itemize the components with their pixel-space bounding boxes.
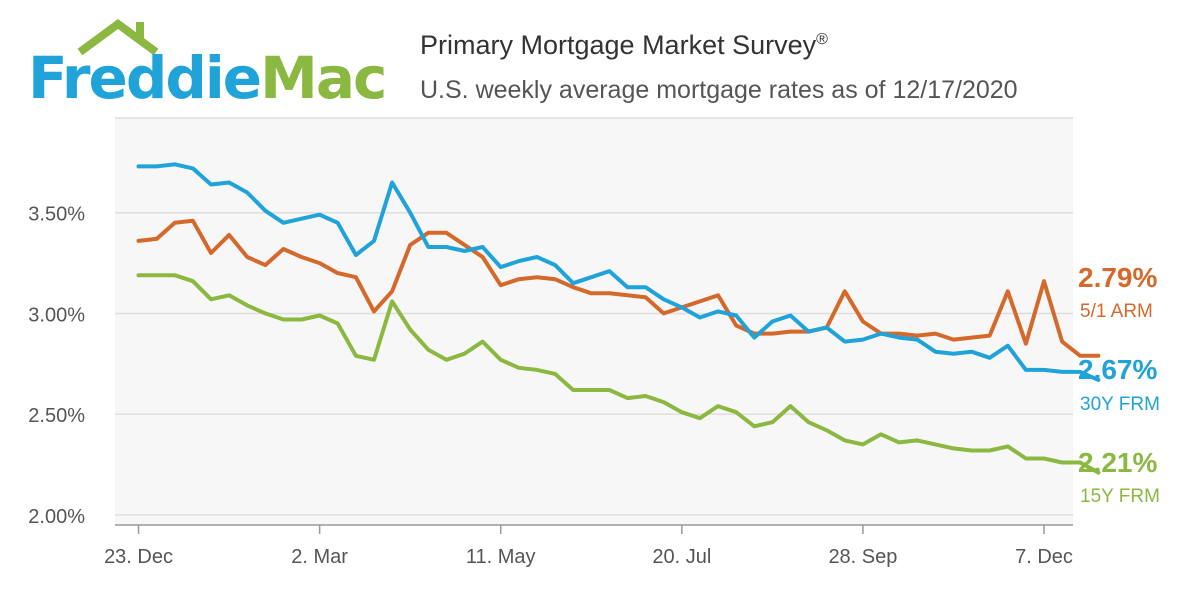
- series-line-15y-frm: [136, 273, 1101, 475]
- freddie-mac-logo: FreddieMac: [28, 19, 387, 108]
- x-tick-label: 20. Jul: [652, 546, 711, 568]
- end-name-30y-frm: 30Y FRM: [1080, 394, 1160, 415]
- plot-background: [115, 118, 1073, 525]
- logo-roof-icon: [77, 19, 159, 56]
- logo-chimney-icon: [136, 22, 144, 40]
- chart-subtitle: U.S. weekly average mortgage rates as of…: [420, 76, 1018, 104]
- x-tick-label: 11. May: [466, 546, 536, 568]
- title-text: Primary Mortgage Market Survey: [420, 30, 817, 60]
- series-lines: [136, 162, 1101, 475]
- end-value-30y-frm: 2.67%: [1078, 354, 1157, 385]
- end-name-15y-frm: 15Y FRM: [1080, 486, 1160, 507]
- y-tick-label: 2.00%: [28, 506, 85, 528]
- x-tick-label: 28. Sep: [828, 546, 897, 568]
- end-name-5-1-arm: 5/1 ARM: [1080, 301, 1153, 322]
- series-line-5-1-arm: [136, 218, 1101, 358]
- y-tick-label: 3.00%: [28, 304, 85, 326]
- logo-text-mac: Mac: [260, 44, 385, 108]
- x-tick-label: 7. Dec: [1015, 546, 1073, 568]
- series-end-labels: 2.79% 5/1 ARM 2.67% 30Y FRM 2.21% 15Y FRM: [1078, 262, 1160, 507]
- registered-mark: ®: [816, 31, 828, 48]
- series-line-30y-frm: [136, 162, 1101, 382]
- svg-text:FreddieMac: FreddieMac: [28, 44, 385, 108]
- grid-lines: [115, 117, 1073, 516]
- y-tick-label: 3.50%: [28, 204, 85, 226]
- y-tick-label: 2.50%: [28, 405, 85, 427]
- x-tick-label: 23. Dec: [104, 546, 173, 568]
- end-value-15y-frm: 2.21%: [1078, 447, 1157, 478]
- x-axis: 23. Dec 2. Mar 11. May 20. Jul 28. Sep 7. Dec: [104, 524, 1073, 568]
- end-value-5-1-arm: 2.79%: [1078, 262, 1157, 293]
- y-axis: 2.00% 2.50% 3.00% 3.50%: [28, 204, 85, 528]
- logo-text-freddie: Freddie: [28, 44, 260, 108]
- chart-title: Primary Mortgage Market Survey®: [420, 30, 828, 61]
- x-tick-label: 2. Mar: [291, 546, 348, 568]
